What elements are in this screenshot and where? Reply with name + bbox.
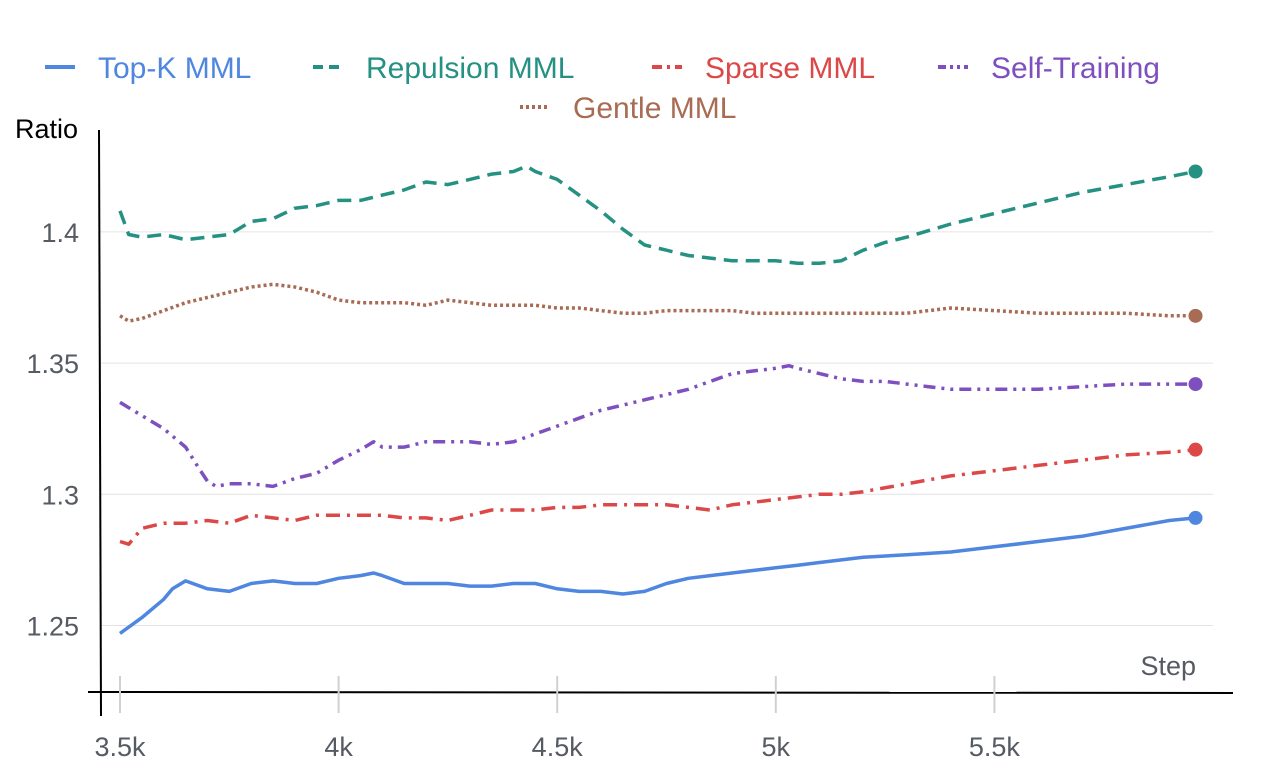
x-axis-title: Step <box>1140 651 1196 681</box>
gridlines <box>100 231 1213 627</box>
series-self-training <box>119 363 1203 489</box>
legend-item[interactable]: Top-K MML <box>45 52 251 85</box>
series-end-point <box>1188 377 1203 392</box>
legend-label: Self-Training <box>991 52 1160 85</box>
legend-label: Repulsion MML <box>366 52 574 85</box>
legend: Top-K MML Repulsion MML Sparse MML Self-Tra… <box>45 52 1160 125</box>
series-repulsion-mml <box>118 164 1203 266</box>
legend-item[interactable]: Self-Training <box>938 52 1160 85</box>
y-tick-label: 1.25 <box>26 612 79 642</box>
series-line <box>118 516 1196 635</box>
x-tick-label: 5k <box>762 732 791 762</box>
x-tick-label: 5.5k <box>969 732 1021 762</box>
series-end-point <box>1188 308 1203 323</box>
legend-label: Gentle MML <box>573 92 736 125</box>
series-line <box>119 282 1196 323</box>
legend-item[interactable]: Sparse MML <box>652 52 875 85</box>
y-tick-label: 1.3 <box>41 480 79 510</box>
series-end-point <box>1188 164 1203 179</box>
series-top-k-mml <box>118 510 1203 635</box>
x-tick-label: 4k <box>324 732 353 762</box>
legend-item[interactable]: Gentle MML <box>520 92 736 125</box>
series-sparse-mml <box>119 442 1203 546</box>
tick-labels: 1.25 1.3 1.35 1.4 3.5k 4k 4.5k 5k 5.5k <box>26 218 1020 762</box>
legend-item[interactable]: Repulsion MML <box>313 52 574 85</box>
series-line <box>119 363 1196 489</box>
series-gentle-mml <box>119 282 1203 323</box>
y-tick-label: 1.35 <box>26 349 79 379</box>
legend-label: Top-K MML <box>98 52 251 85</box>
series-line <box>118 164 1196 266</box>
y-tick-label: 1.4 <box>41 218 79 248</box>
x-tick-label: 3.5k <box>94 732 146 762</box>
legend-label: Sparse MML <box>705 52 875 85</box>
series-end-point <box>1188 442 1203 457</box>
series-layer <box>118 164 1203 635</box>
series-end-point <box>1188 510 1203 525</box>
y-axis-line <box>98 129 102 717</box>
x-axis-line <box>87 691 1234 694</box>
y-axis-title: Ratio <box>15 114 78 144</box>
series-line <box>119 447 1196 546</box>
axes <box>87 129 1234 717</box>
x-tick-label: 4.5k <box>532 732 584 762</box>
